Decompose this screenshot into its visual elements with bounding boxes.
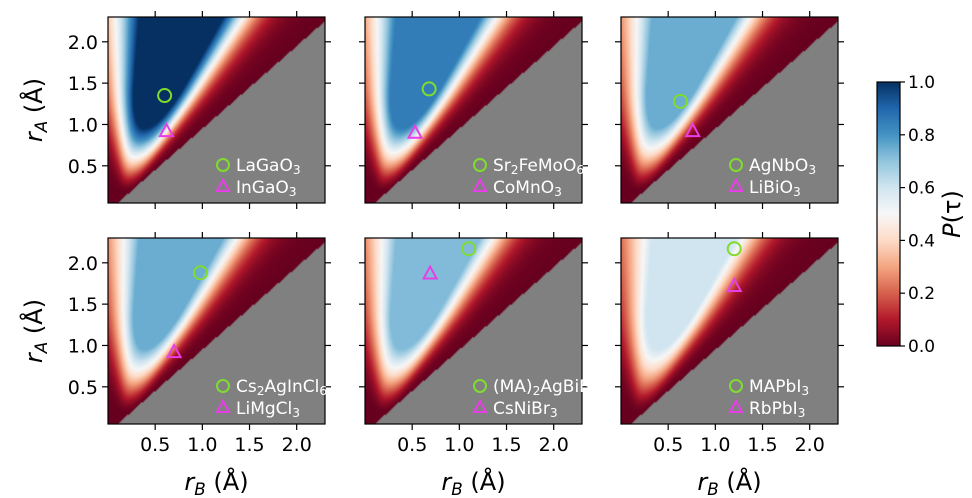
y-tick-label: 0.5	[68, 377, 98, 399]
x-tick-label: 0.5	[140, 434, 170, 456]
x-tick-label: 1.0	[700, 434, 730, 456]
colorbar: 0.0 0.2 0.4 0.6 0.8 1.0 P(τ)	[876, 73, 966, 357]
colorbar-gradient	[876, 81, 901, 347]
legend-circle-label: Sr2FeMoO6	[493, 156, 584, 177]
heatmap-image	[108, 17, 325, 203]
axis-titles: rB (Å) rB (Å) rB (Å) rA (Å) rA (Å)	[19, 78, 762, 498]
legend-triangle-marker	[472, 177, 488, 192]
x-tick-label: 0.5	[653, 434, 683, 456]
circle-marker	[421, 81, 437, 97]
legend-triangle-label: RbPbI3	[749, 399, 805, 420]
colorbar-tick-label: 0.8	[908, 126, 935, 146]
legend-circle-marker	[729, 158, 743, 172]
legend-triangle-marker	[728, 177, 744, 192]
x-tick-label: 1.5	[234, 434, 264, 456]
x-tick-label: 1.5	[747, 434, 777, 456]
legend-circle-marker	[473, 379, 487, 393]
heatmap-image	[621, 17, 838, 203]
legend-triangle-label: CsNiBr3	[493, 399, 558, 420]
axes-frame	[620, 237, 839, 425]
legend-circle-label: Cs2AgInCl6	[236, 377, 327, 398]
x-tick-label: 0.5	[397, 434, 427, 456]
triangle-marker	[158, 121, 175, 138]
legend-circle-label: LaGaO3	[236, 156, 301, 177]
colorbar-tick-label: 1.0	[908, 73, 935, 93]
legend-triangle-marker	[728, 398, 744, 413]
legend-triangle-label: LiMgCl3	[236, 399, 300, 420]
y-tick-label: 0.5	[68, 156, 98, 178]
y-axis-title: rA (Å)	[19, 299, 51, 363]
y-tick-label: 2.0	[68, 253, 98, 275]
y-tick-label: 2.0	[68, 32, 98, 54]
legend-triangle-marker	[215, 177, 231, 192]
colorbar-tick-label: 0.2	[908, 284, 935, 304]
triangle-marker	[421, 264, 439, 280]
heatmap-image	[365, 17, 582, 203]
y-axis-title: rA (Å)	[19, 78, 51, 142]
triangle-marker	[684, 121, 701, 138]
x-tick-label: 1.0	[187, 434, 217, 456]
axes-frame	[107, 237, 326, 425]
y-tick-label: 1.0	[68, 335, 98, 357]
legend-circle-label: (MA)2AgBiBr6	[493, 377, 606, 398]
legend-triangle-label: CoMnO3	[493, 178, 562, 199]
triangle-marker	[165, 342, 183, 359]
x-tick-label: 1.5	[491, 434, 521, 456]
axes-frame	[620, 16, 839, 204]
x-axis-title: rB (Å)	[184, 467, 248, 498]
legend-circle-label: AgNbO3	[749, 156, 816, 177]
x-tick-label: 2.0	[795, 434, 825, 456]
axes-frame	[364, 16, 583, 204]
legend-triangle-marker	[215, 398, 231, 413]
circle-marker	[461, 241, 477, 257]
axes-frame	[364, 237, 583, 425]
axes-frame	[107, 16, 326, 204]
circle-marker	[672, 93, 688, 109]
colorbar-tick-label: 0.4	[908, 231, 935, 251]
y-tick-label: 1.5	[68, 294, 98, 316]
legend-circle-marker	[216, 158, 230, 172]
y-tick-label: 1.0	[68, 114, 98, 136]
heatmap-image	[621, 238, 838, 424]
colorbar-tick-label: 0.6	[908, 179, 935, 199]
heatmap-panel: 0.5 1.0 1.5 2.0 0.5 1.0 1.5 2.0 Cs2AgInCl6LiMgCl…	[68, 232, 331, 456]
colorbar-title: P(τ)	[938, 190, 966, 238]
x-axis-title: rB (Å)	[441, 467, 505, 498]
circle-marker	[726, 241, 742, 257]
legend-triangle-label: InGaO3	[236, 178, 297, 199]
legend-circle-marker	[729, 379, 743, 393]
triangle-marker	[726, 276, 743, 292]
x-tick-label: 2.0	[539, 434, 569, 456]
legend-circle-marker	[473, 158, 487, 172]
triangle-marker	[406, 123, 424, 139]
x-tick-label: 2.0	[282, 434, 312, 456]
y-tick-label: 1.5	[68, 73, 98, 95]
circle-marker	[192, 265, 208, 281]
x-tick-label: 1.0	[444, 434, 474, 456]
circle-marker	[157, 88, 173, 104]
heatmap-image	[365, 238, 582, 424]
legend-circle-marker	[216, 379, 230, 393]
colorbar-tick-label: 0.0	[908, 337, 935, 357]
heatmap-image	[108, 238, 325, 424]
legend-triangle-label: LiBiO3	[749, 178, 801, 199]
legend-triangle-marker	[472, 398, 488, 413]
x-axis-title: rB (Å)	[697, 467, 761, 498]
legend-circle-label: MAPbI3	[749, 377, 809, 398]
